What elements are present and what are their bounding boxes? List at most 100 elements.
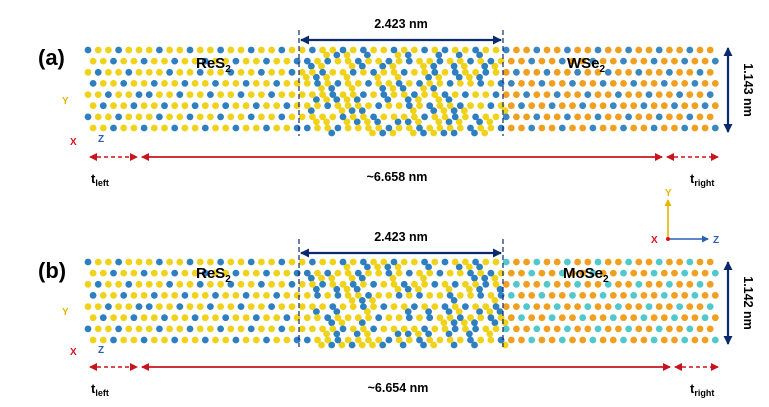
atom bbox=[369, 129, 376, 137]
atom bbox=[288, 113, 296, 121]
atom bbox=[686, 280, 694, 288]
atom bbox=[135, 91, 143, 98]
atom bbox=[380, 325, 388, 333]
atom bbox=[400, 303, 408, 310]
atom bbox=[630, 102, 638, 110]
atom bbox=[349, 46, 357, 54]
atom bbox=[430, 341, 438, 349]
atom bbox=[258, 325, 265, 333]
atom bbox=[676, 325, 683, 333]
atom bbox=[400, 68, 408, 76]
atom bbox=[186, 325, 194, 333]
atom bbox=[196, 325, 204, 333]
atom bbox=[171, 57, 179, 65]
atom bbox=[140, 269, 148, 277]
atom bbox=[145, 258, 153, 266]
atom bbox=[420, 62, 427, 70]
atom bbox=[339, 113, 347, 121]
atom bbox=[314, 292, 321, 299]
atom bbox=[635, 280, 643, 288]
atom bbox=[115, 68, 122, 76]
atom bbox=[135, 113, 143, 121]
atom bbox=[487, 269, 495, 277]
atom bbox=[318, 85, 325, 92]
atom bbox=[207, 325, 214, 333]
atom bbox=[319, 325, 326, 333]
atom bbox=[569, 80, 576, 87]
atom bbox=[191, 314, 199, 322]
atom bbox=[477, 124, 485, 132]
atom bbox=[385, 80, 393, 87]
atom bbox=[375, 314, 383, 322]
atom bbox=[445, 330, 453, 338]
atom bbox=[212, 269, 219, 277]
atom bbox=[207, 91, 214, 98]
atom bbox=[421, 325, 428, 333]
atom bbox=[302, 73, 310, 81]
atom bbox=[487, 336, 495, 344]
atom bbox=[533, 91, 541, 98]
atom bbox=[385, 292, 393, 299]
atom bbox=[655, 68, 663, 76]
atom bbox=[445, 285, 453, 293]
atom bbox=[635, 325, 643, 333]
atom bbox=[115, 258, 122, 266]
atom bbox=[548, 314, 556, 322]
atom bbox=[212, 336, 219, 344]
atom bbox=[650, 269, 658, 277]
atom bbox=[212, 102, 219, 110]
atom bbox=[348, 62, 356, 70]
atom bbox=[319, 68, 326, 76]
atom bbox=[140, 124, 148, 132]
atom bbox=[451, 113, 459, 121]
atom bbox=[324, 57, 332, 65]
atom bbox=[120, 292, 128, 299]
atom bbox=[553, 280, 561, 288]
atom bbox=[594, 280, 602, 288]
atom bbox=[655, 325, 663, 333]
atom bbox=[558, 292, 566, 299]
atom bbox=[358, 319, 366, 327]
atom bbox=[466, 285, 473, 293]
atom bbox=[441, 303, 449, 310]
atom bbox=[584, 258, 592, 266]
atom bbox=[472, 325, 479, 333]
atom bbox=[298, 91, 306, 98]
atom bbox=[156, 258, 163, 266]
atom bbox=[217, 280, 225, 288]
atom bbox=[486, 118, 494, 126]
atom bbox=[706, 280, 714, 288]
atom bbox=[701, 57, 709, 65]
atom bbox=[400, 46, 408, 54]
atom bbox=[314, 80, 321, 87]
atom bbox=[426, 80, 434, 87]
atom bbox=[242, 292, 250, 299]
atom bbox=[411, 91, 418, 98]
atom bbox=[156, 280, 163, 288]
atom bbox=[635, 68, 643, 76]
atom bbox=[421, 303, 428, 310]
atom bbox=[364, 263, 371, 271]
atom bbox=[314, 269, 321, 277]
atom bbox=[212, 124, 219, 132]
atom bbox=[115, 303, 122, 310]
atom bbox=[89, 314, 97, 322]
atom bbox=[426, 269, 434, 277]
atom bbox=[258, 68, 265, 76]
atom bbox=[333, 96, 341, 103]
atom bbox=[528, 102, 536, 110]
panel-b-overlap-length: 2.423 nm bbox=[374, 230, 428, 244]
atom bbox=[309, 91, 316, 98]
atom bbox=[711, 269, 719, 277]
atom bbox=[349, 325, 357, 333]
atom bbox=[309, 325, 316, 333]
atom bbox=[329, 258, 337, 266]
atom bbox=[318, 341, 325, 349]
atom bbox=[348, 107, 356, 115]
atom bbox=[507, 314, 515, 322]
atom bbox=[395, 102, 403, 110]
atom bbox=[273, 102, 281, 110]
atom bbox=[553, 325, 561, 333]
atom bbox=[348, 85, 356, 92]
atom bbox=[380, 280, 388, 288]
